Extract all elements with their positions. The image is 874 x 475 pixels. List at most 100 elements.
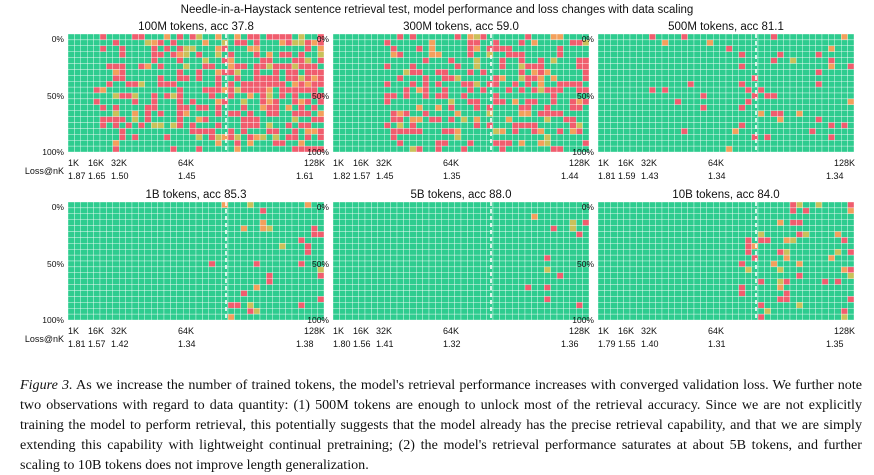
heatmap-cell <box>537 284 545 291</box>
heatmap-cell <box>486 92 494 100</box>
heatmap-cell <box>473 45 481 52</box>
heatmap-cell <box>240 128 248 135</box>
heatmap-cell <box>649 57 656 64</box>
heatmap-cell <box>492 86 500 94</box>
heatmap-cell <box>240 207 248 214</box>
heatmap-cell <box>617 116 624 123</box>
heatmap-cell <box>524 313 532 321</box>
heatmap-cell <box>841 207 848 214</box>
heatmap-cell <box>422 225 430 232</box>
heatmap-cell <box>138 225 145 232</box>
heatmap-cell <box>550 313 558 321</box>
heatmap-cell <box>719 231 727 238</box>
heatmap-cell <box>467 75 474 82</box>
heatmap-cell <box>460 284 468 291</box>
heatmap-cell <box>537 145 545 153</box>
heatmap-cell <box>576 296 583 303</box>
heatmap-cell <box>345 302 353 309</box>
heatmap-cell <box>796 134 803 141</box>
heatmap-cell <box>802 39 810 46</box>
heatmap-cell <box>189 266 197 273</box>
heatmap-cell <box>428 266 436 273</box>
heatmap-cell <box>681 290 688 297</box>
heatmap-cell <box>719 260 727 268</box>
heatmap-cell <box>713 33 720 41</box>
heatmap-cell <box>428 308 436 315</box>
heatmap-cell <box>138 278 145 285</box>
heatmap-cell <box>74 45 81 52</box>
heatmap-cell <box>700 231 707 238</box>
heatmap-cell <box>499 45 506 52</box>
heatmap-cell <box>119 308 126 315</box>
heatmap-cell <box>706 33 714 41</box>
heatmap-cell <box>304 231 312 238</box>
heatmap-cell <box>531 51 538 58</box>
heatmap-cell <box>266 254 273 262</box>
heatmap-cell <box>764 140 771 147</box>
heatmap-cell <box>623 313 631 321</box>
x-tick-label: 32K <box>111 326 127 336</box>
heatmap-cell <box>604 69 611 76</box>
heatmap-cell <box>499 237 506 244</box>
heatmap-cell <box>332 33 340 41</box>
heatmap-cell <box>170 243 177 250</box>
heatmap-cell <box>364 92 372 100</box>
heatmap-cell <box>655 296 663 303</box>
heatmap-cell <box>796 260 803 268</box>
heatmap-cell <box>537 213 545 220</box>
heatmap-cell <box>809 33 816 41</box>
heatmap-cell <box>189 254 197 262</box>
heatmap-cell <box>409 134 417 141</box>
heatmap-cell <box>345 92 353 100</box>
heatmap-cell <box>358 278 366 285</box>
heatmap-cell <box>629 92 637 100</box>
heatmap-cell <box>556 213 564 220</box>
heatmap-cell <box>617 260 624 268</box>
heatmap-cell <box>390 260 398 268</box>
heatmap-cell <box>460 290 468 297</box>
heatmap-cell <box>125 134 133 141</box>
heatmap-cell <box>93 249 101 256</box>
heatmap-cell <box>74 92 81 100</box>
heatmap-cell <box>815 237 823 244</box>
heatmap-cell <box>661 75 669 82</box>
heatmap-cell <box>106 278 113 285</box>
heatmap-cell <box>674 122 682 129</box>
heatmap-cell <box>789 33 797 41</box>
heatmap-cell <box>364 57 372 64</box>
heatmap-cell <box>668 231 675 238</box>
heatmap-cell <box>480 45 487 52</box>
heatmap-cell <box>358 296 366 303</box>
heatmap-cell <box>74 249 81 256</box>
heatmap-cell <box>828 86 835 94</box>
heatmap-cell <box>125 308 133 315</box>
heatmap-cell <box>789 302 797 309</box>
heatmap-cell <box>610 145 618 153</box>
heatmap-cell <box>332 45 340 52</box>
heatmap-cell <box>834 110 842 117</box>
heatmap-cell <box>428 128 436 135</box>
heatmap-cell <box>499 308 506 315</box>
heatmap-cell <box>221 308 229 315</box>
heatmap-cell <box>234 225 241 232</box>
heatmap-cell <box>642 92 650 100</box>
heatmap-cell <box>604 243 611 250</box>
heatmap-cell <box>332 201 340 209</box>
heatmap-cell <box>505 296 513 303</box>
heatmap-cell <box>576 134 583 141</box>
heatmap-cell <box>499 278 506 285</box>
heatmap-cell <box>649 39 656 46</box>
heatmap-cell <box>629 266 637 273</box>
heatmap-cell <box>563 128 570 135</box>
heatmap-cell <box>390 284 398 291</box>
heatmap-cell <box>189 278 197 285</box>
heatmap-cell <box>304 98 312 105</box>
heatmap-cell <box>480 69 487 76</box>
heatmap-cell <box>311 51 318 58</box>
heatmap-cell <box>655 51 663 58</box>
heatmap-cell <box>183 51 190 58</box>
heatmap-cell <box>524 225 532 232</box>
heatmap-cell <box>499 140 506 147</box>
heatmap-cell <box>112 201 120 209</box>
heatmap-cell <box>550 81 558 88</box>
